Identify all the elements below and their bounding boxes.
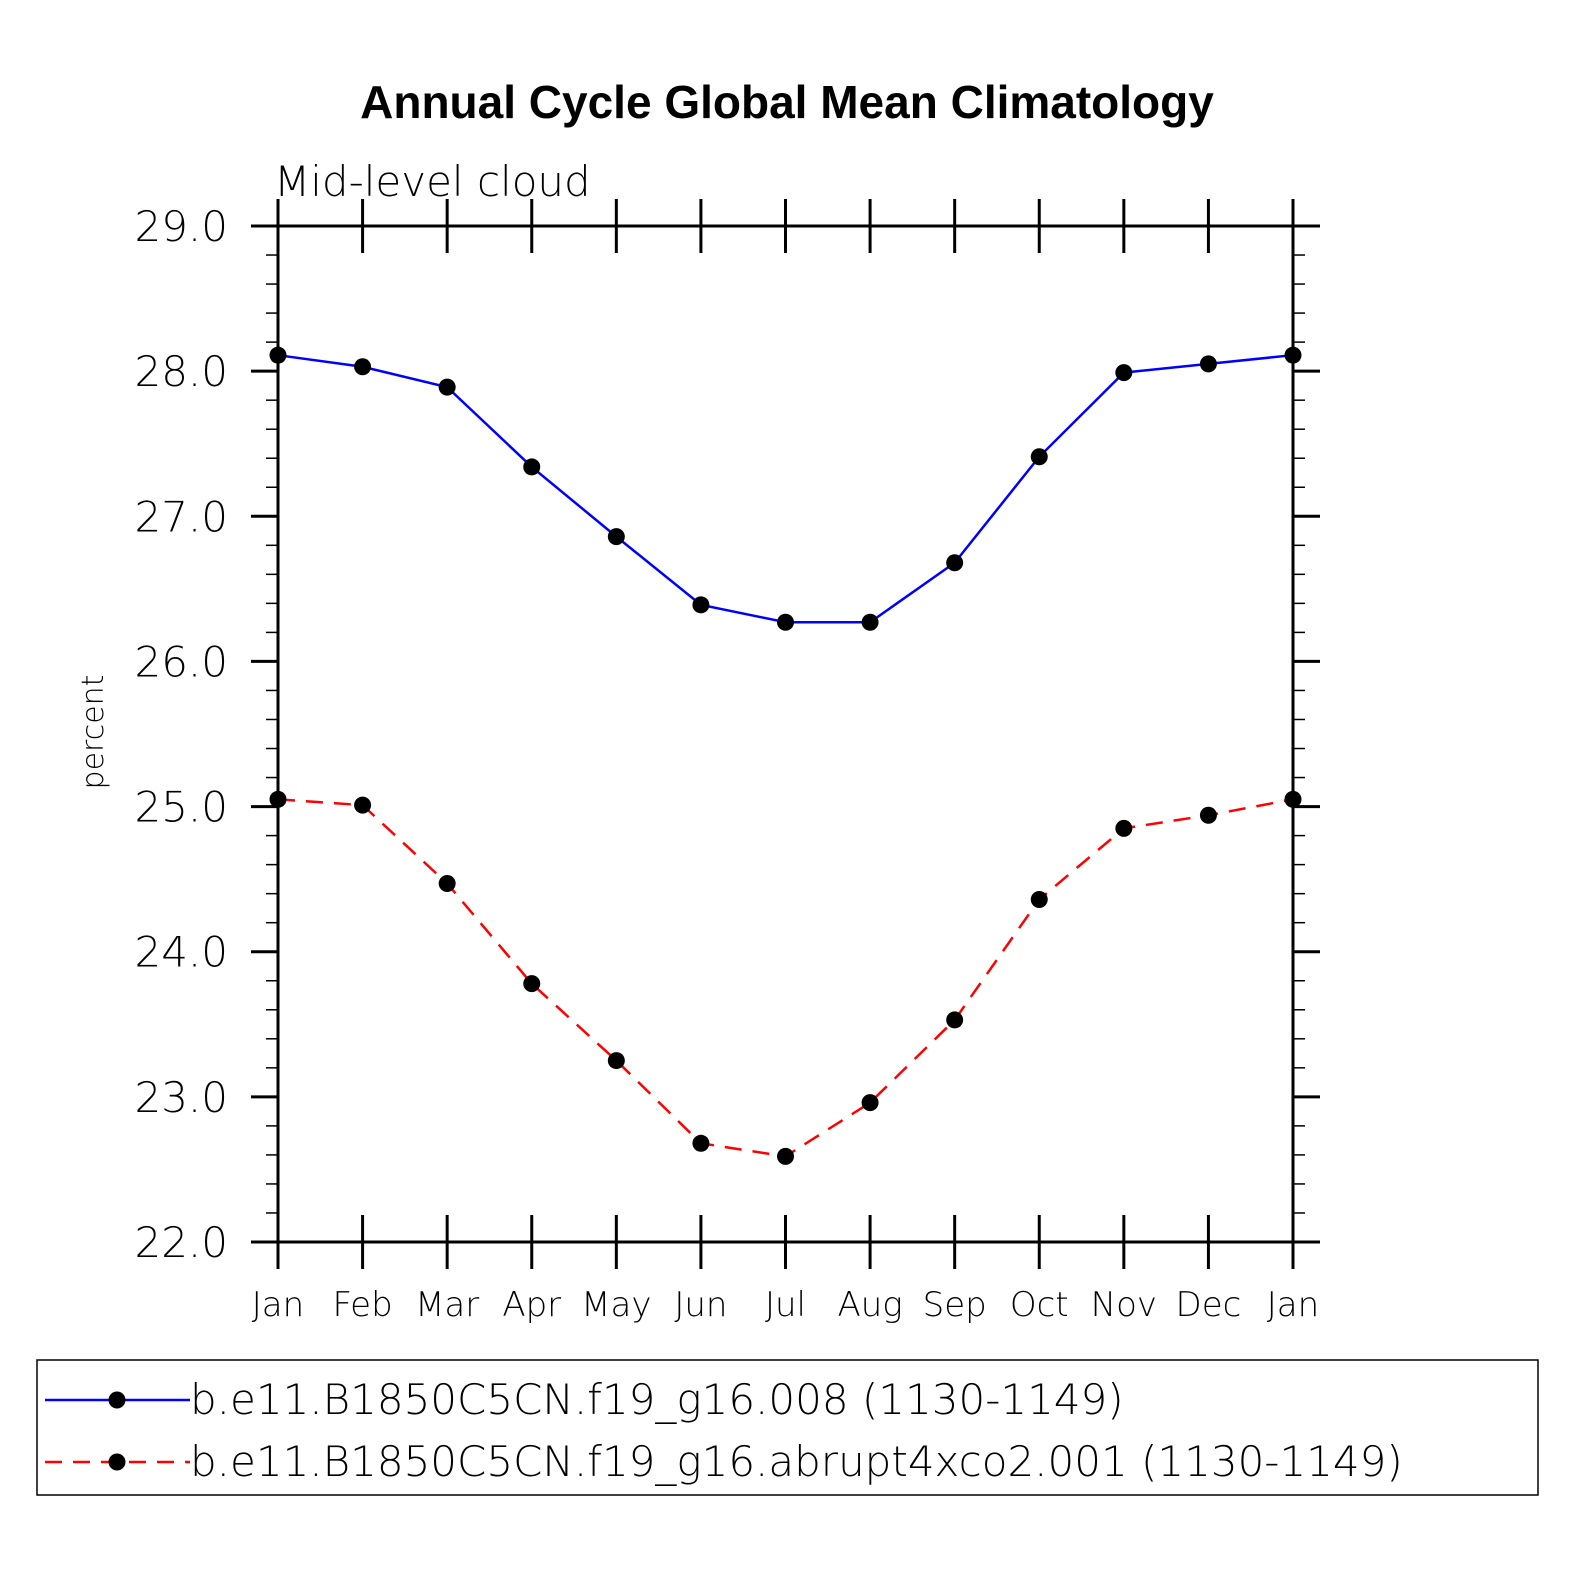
x-tick-label: Jan <box>252 1285 304 1325</box>
chart-subtitle: Mid-level cloud <box>274 157 591 206</box>
x-tick-label: May <box>581 1285 651 1325</box>
data-point <box>354 358 372 376</box>
data-point <box>1284 790 1302 808</box>
data-point <box>861 613 879 631</box>
data-point <box>1115 819 1133 837</box>
series-line-1 <box>277 798 1294 1158</box>
x-tick-label: Nov <box>1091 1285 1157 1325</box>
data-point <box>438 874 456 892</box>
legend-label-1: b.e11.B1850C5CN.f19_g16.abrupt4xco2.001 … <box>190 1437 1403 1486</box>
x-tick-label: Apr <box>502 1285 561 1325</box>
data-point <box>692 596 710 614</box>
data-point <box>1284 346 1302 364</box>
y-tick-label: 28.0 <box>134 347 228 396</box>
x-tick-label: Jul <box>765 1285 806 1325</box>
x-tick-label: Mar <box>415 1285 479 1325</box>
data-point <box>1115 364 1133 382</box>
data-point <box>1030 890 1048 908</box>
y-tick-label: 23.0 <box>134 1073 228 1122</box>
y-tick-label: 29.0 <box>134 202 228 251</box>
y-tick-label: 22.0 <box>134 1218 228 1267</box>
x-tick-label: Sep <box>923 1285 987 1325</box>
data-point <box>607 1052 625 1070</box>
chart-title: Annual Cycle Global Mean Climatology <box>360 76 1214 128</box>
data-point <box>692 1134 710 1152</box>
x-tick-label: Aug <box>837 1285 902 1325</box>
data-point <box>523 458 541 476</box>
y-axis-label: percent <box>76 675 111 790</box>
legend-marker-blue <box>108 1391 126 1409</box>
series-lines <box>269 346 1302 1165</box>
plot-frame <box>276 224 1295 1244</box>
data-point <box>777 1147 794 1165</box>
legend-marker-red <box>108 1453 126 1471</box>
data-point <box>269 790 287 808</box>
data-point <box>946 554 964 572</box>
series-line-0 <box>277 353 1294 624</box>
y-tick-label: 24.0 <box>134 928 228 977</box>
data-point <box>1199 355 1217 373</box>
data-point <box>861 1094 879 1112</box>
legend-label-0: b.e11.B1850C5CN.f19_g16.008 (1130-1149) <box>190 1375 1124 1424</box>
data-point <box>438 378 456 396</box>
y-tick-labels: 22.0 23.0 24.0 25.0 26.0 27.0 28.0 29.0 <box>134 202 228 1267</box>
axis-ticks <box>251 199 1320 1269</box>
x-tick-label: Oct <box>1010 1285 1069 1325</box>
data-point <box>607 528 625 546</box>
y-tick-label: 25.0 <box>134 783 228 832</box>
data-point <box>1199 806 1217 824</box>
data-point <box>354 796 372 814</box>
x-tick-label: Feb <box>332 1285 392 1325</box>
data-point <box>523 975 541 993</box>
data-point <box>269 346 287 364</box>
x-tick-label: Dec <box>1176 1285 1242 1325</box>
x-tick-label: Jan <box>1267 1285 1319 1325</box>
x-tick-labels: Jan Feb Mar Apr May Jun Jul Aug Sep Oct Nov Dec Jan <box>252 1285 1319 1325</box>
legend-box <box>36 1359 1539 1496</box>
y-tick-label: 27.0 <box>134 492 228 541</box>
x-tick-label: Jun <box>674 1285 727 1325</box>
data-point <box>777 613 794 631</box>
data-point <box>1030 448 1048 466</box>
data-point <box>946 1011 964 1029</box>
legend: b.e11.B1850C5CN.f19_g16.008 (1130-1149) … <box>36 1359 1539 1496</box>
y-tick-label: 26.0 <box>134 637 228 686</box>
